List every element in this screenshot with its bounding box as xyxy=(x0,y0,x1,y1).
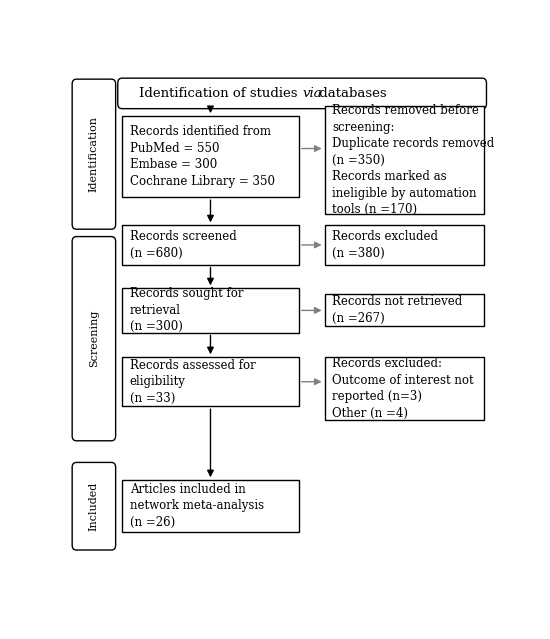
Text: Records screened
(n =680): Records screened (n =680) xyxy=(130,230,236,259)
FancyBboxPatch shape xyxy=(122,288,299,332)
Text: Records excluded:
Outcome of interest not
reported (n=3)
Other (n =4): Records excluded: Outcome of interest no… xyxy=(332,357,474,420)
FancyBboxPatch shape xyxy=(122,357,299,406)
Text: Identification of studies: Identification of studies xyxy=(139,87,302,100)
Text: Records sought for
retrieval
(n =300): Records sought for retrieval (n =300) xyxy=(130,288,243,334)
FancyBboxPatch shape xyxy=(324,226,485,265)
FancyBboxPatch shape xyxy=(72,236,116,441)
FancyBboxPatch shape xyxy=(122,116,299,197)
Text: Articles included in
network meta-analysis
(n =26): Articles included in network meta-analys… xyxy=(130,483,264,529)
Text: Records assessed for
eligibility
(n =33): Records assessed for eligibility (n =33) xyxy=(130,358,255,404)
FancyBboxPatch shape xyxy=(324,106,485,215)
Text: databases: databases xyxy=(315,87,387,100)
Text: via: via xyxy=(302,87,322,100)
FancyBboxPatch shape xyxy=(72,79,116,229)
Text: Screening: Screening xyxy=(89,310,99,367)
Text: Records identified from
PubMed = 550
Embase = 300
Cochrane Library = 350: Records identified from PubMed = 550 Emb… xyxy=(130,125,274,188)
FancyBboxPatch shape xyxy=(122,480,299,532)
Text: Records removed before
screening:
Duplicate records removed
(n =350)
Records mar: Records removed before screening: Duplic… xyxy=(332,104,494,217)
FancyBboxPatch shape xyxy=(118,78,486,109)
FancyBboxPatch shape xyxy=(122,226,299,265)
FancyBboxPatch shape xyxy=(72,463,116,550)
Text: Records not retrieved
(n =267): Records not retrieved (n =267) xyxy=(332,295,463,325)
FancyBboxPatch shape xyxy=(324,294,485,326)
FancyBboxPatch shape xyxy=(324,357,485,420)
Text: Records excluded
(n =380): Records excluded (n =380) xyxy=(332,230,438,259)
Text: Identification: Identification xyxy=(89,116,99,192)
Text: Included: Included xyxy=(89,482,99,531)
